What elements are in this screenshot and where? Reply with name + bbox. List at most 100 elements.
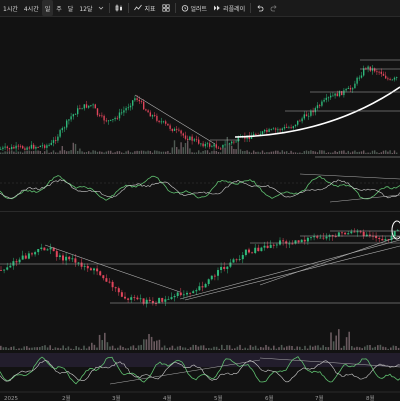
- indicator-trendline[interactable]: [259, 357, 400, 368]
- candle: [396, 76, 398, 81]
- candle: [167, 123, 169, 126]
- interval-day-button[interactable]: 일: [41, 0, 54, 16]
- volume-bar: [145, 151, 147, 154]
- candle: [143, 99, 145, 110]
- interval-week-button[interactable]: 주: [53, 0, 65, 16]
- volume-bar: [275, 150, 277, 154]
- bottom-price-chart[interactable]: 2025 2월 3월 4월 5월 6월 7월 8월: [0, 212, 400, 401]
- candle: [277, 127, 279, 134]
- volume-bar: [110, 150, 112, 154]
- volume-bar: [325, 346, 327, 350]
- indicator-trendline[interactable]: [109, 359, 261, 385]
- indicators-button[interactable]: 지표: [131, 0, 158, 16]
- bottom-chart-panel[interactable]: 2025 2월 3월 4월 5월 6월 7월 8월: [0, 211, 400, 401]
- volume-bar: [252, 346, 254, 350]
- candle: [275, 127, 277, 133]
- candle: [61, 126, 63, 133]
- alert-icon: [181, 5, 188, 12]
- candle: [325, 233, 328, 241]
- volume-bar: [48, 152, 50, 154]
- candle: [178, 127, 180, 132]
- candle: [4, 143, 6, 150]
- candle: [260, 246, 263, 252]
- redo-button[interactable]: [267, 0, 281, 16]
- volume-bar: [206, 150, 209, 154]
- candle: [332, 92, 334, 97]
- candle: [261, 130, 264, 136]
- candle: [269, 240, 272, 249]
- candle: [207, 278, 210, 287]
- replay-button[interactable]: 리플레이: [210, 0, 248, 16]
- volume-bar: [189, 148, 191, 154]
- volume-bar: [137, 345, 140, 350]
- candle: [343, 88, 345, 98]
- volume-bar: [41, 152, 44, 154]
- volume-bar: [209, 152, 211, 154]
- trendline[interactable]: [44, 244, 181, 293]
- candle: [68, 255, 71, 262]
- trendline[interactable]: [179, 239, 400, 300]
- volume-bar: [233, 148, 235, 154]
- candle: [86, 263, 89, 273]
- indicator-trendline[interactable]: [329, 194, 400, 203]
- volume-bar: [90, 152, 92, 154]
- layout-button[interactable]: [159, 0, 173, 16]
- candle: [354, 80, 356, 89]
- highlight-ellipse[interactable]: [391, 220, 400, 240]
- volume-bar: [343, 150, 345, 154]
- interval-12m-button[interactable]: 12달: [76, 0, 95, 16]
- volume-bar: [270, 348, 272, 350]
- alert-button[interactable]: 얼러트: [178, 0, 211, 16]
- interval-month-button[interactable]: 달: [65, 0, 77, 16]
- candle: [17, 143, 19, 150]
- volume-bar: [85, 348, 88, 350]
- candle: [123, 106, 125, 117]
- growth-curve[interactable]: [234, 86, 400, 138]
- volume-bar: [46, 150, 48, 154]
- candle: [375, 232, 378, 242]
- volume-bar: [314, 345, 317, 350]
- candle: [105, 117, 107, 123]
- candle: [204, 282, 207, 288]
- volume-bar: [384, 347, 387, 350]
- top-chart-panel[interactable]: 20 7월 2021 7월 2022 7월 2023 7월 2024 7월 20…: [0, 17, 400, 208]
- interval-4h-button[interactable]: 4시간: [21, 0, 42, 16]
- trendline[interactable]: [134, 94, 216, 145]
- trendline[interactable]: [184, 245, 400, 301]
- volume-bar: [303, 151, 305, 154]
- volume-bar: [125, 151, 127, 154]
- candle: [37, 146, 39, 148]
- candle: [319, 103, 321, 109]
- candle: [161, 297, 164, 304]
- volume-bar: [80, 348, 83, 350]
- volume-bar: [215, 150, 217, 154]
- interval-1h-button[interactable]: 1시간: [0, 0, 21, 16]
- candle: [170, 292, 173, 301]
- candle: [347, 231, 350, 235]
- indicator-overbought-zone: [0, 353, 400, 367]
- volume-bar: [118, 151, 121, 154]
- candle: [328, 233, 331, 241]
- volume-bar: [112, 152, 114, 154]
- candle: [44, 144, 46, 150]
- volume-bar: [149, 151, 151, 154]
- candle: [345, 87, 347, 93]
- candle: [297, 120, 299, 127]
- indicator-trendline[interactable]: [299, 173, 400, 180]
- volume-bar: [28, 347, 31, 350]
- volume-bar: [317, 345, 319, 350]
- volume-bar: [213, 346, 215, 350]
- candle: [244, 249, 247, 257]
- top-price-chart[interactable]: 20 7월 2021 7월 2022 7월 2023 7월 2024 7월 20…: [0, 17, 400, 208]
- volume-bar: [30, 151, 33, 154]
- volume-bar: [109, 346, 111, 350]
- undo-button[interactable]: [253, 0, 267, 16]
- volume-bar: [246, 150, 248, 154]
- interval-dropdown[interactable]: [95, 0, 107, 16]
- volume-bar: [334, 150, 336, 154]
- trendline[interactable]: [259, 235, 400, 286]
- volume-bar: [266, 152, 268, 154]
- chart-type-button[interactable]: [112, 0, 126, 16]
- volume-bar: [278, 347, 280, 350]
- volume-bar: [319, 150, 321, 154]
